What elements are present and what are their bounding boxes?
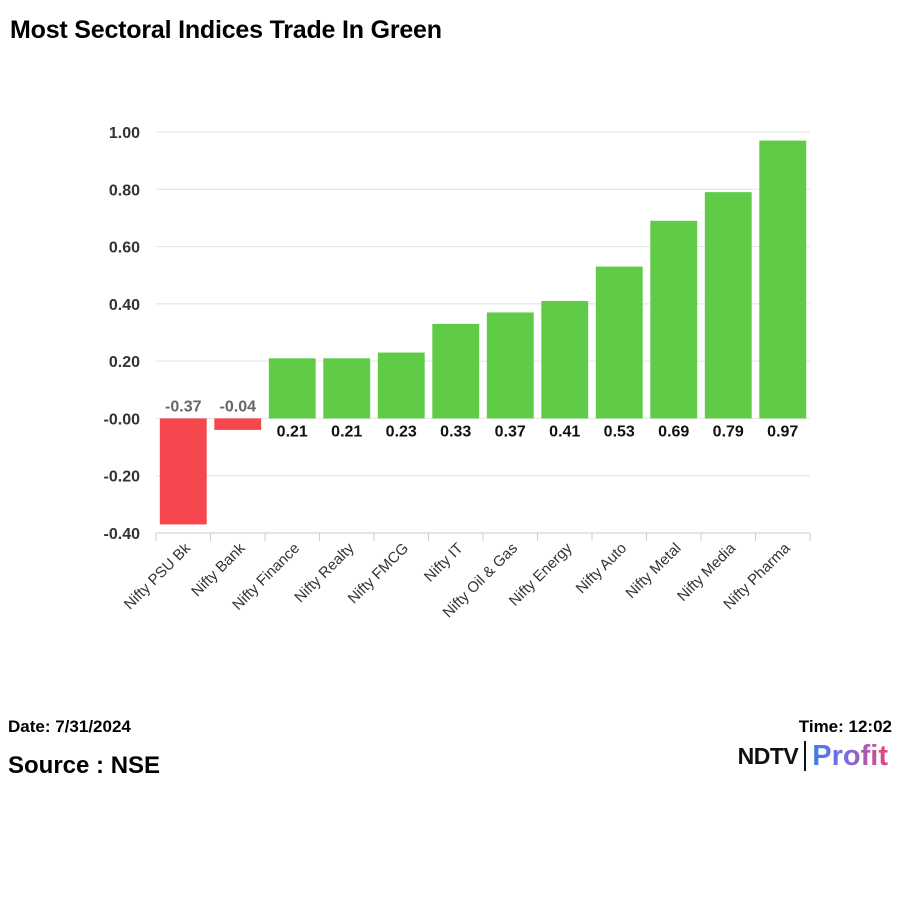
y-tick-label: 0.40 bbox=[109, 297, 140, 314]
ndtv-profit-logo: NDTV Profit bbox=[738, 738, 888, 774]
y-tick-label: 0.60 bbox=[109, 240, 140, 257]
bar bbox=[432, 323, 480, 419]
bar bbox=[268, 358, 316, 419]
y-tick-label: -0.20 bbox=[104, 469, 141, 486]
data-label: -0.04 bbox=[220, 398, 257, 415]
x-tick-label: Nifty Auto bbox=[573, 540, 630, 597]
date-label: Date: 7/31/2024 bbox=[8, 717, 131, 736]
data-label: 0.53 bbox=[604, 423, 635, 440]
bar bbox=[595, 266, 643, 419]
chart-title: Most Sectoral Indices Trade In Green bbox=[10, 16, 442, 44]
data-label: 0.41 bbox=[549, 423, 580, 440]
time-label: Time: 12:02 bbox=[798, 717, 892, 736]
y-tick-label: -0.40 bbox=[104, 526, 141, 543]
y-tick-label: 1.00 bbox=[109, 125, 140, 142]
x-tick-label: Nifty IT bbox=[421, 540, 467, 586]
data-label: 0.69 bbox=[658, 423, 689, 440]
bar bbox=[214, 418, 262, 430]
bar bbox=[541, 300, 589, 419]
data-label: 0.21 bbox=[277, 423, 308, 440]
bar bbox=[486, 312, 534, 419]
x-tick-label: Nifty PSU Bk bbox=[121, 539, 195, 613]
y-tick-label: 0.20 bbox=[109, 354, 140, 371]
logo-brand: NDTV bbox=[737, 742, 799, 769]
logo-divider bbox=[804, 741, 807, 771]
data-label: 0.97 bbox=[767, 423, 798, 440]
data-label: 0.33 bbox=[440, 423, 471, 440]
bar bbox=[704, 192, 752, 419]
bar bbox=[377, 352, 425, 419]
bar bbox=[759, 140, 807, 419]
data-label: -0.37 bbox=[165, 398, 202, 415]
data-label: 0.79 bbox=[713, 423, 744, 440]
data-label: 0.23 bbox=[386, 423, 417, 440]
y-tick-label: -0.00 bbox=[104, 411, 141, 428]
data-label: 0.37 bbox=[495, 423, 526, 440]
bar bbox=[323, 358, 371, 419]
y-tick-label: 0.80 bbox=[109, 182, 140, 199]
logo-product: Profit bbox=[812, 739, 888, 772]
bar bbox=[650, 220, 698, 419]
data-label: 0.21 bbox=[331, 423, 362, 440]
bar bbox=[159, 418, 207, 525]
bar-chart: 1.00 0.80 0.60 0.40 0.20 -0.00 -0.20 -0.40 -0.37… bbox=[104, 125, 811, 621]
source-label: Source : NSE bbox=[8, 752, 161, 779]
